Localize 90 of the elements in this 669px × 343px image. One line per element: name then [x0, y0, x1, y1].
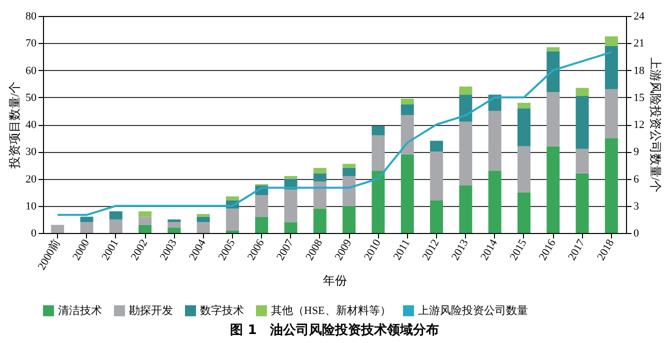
bar	[196, 222, 210, 233]
y2-tick-label: 6	[634, 173, 640, 186]
y2-tick-label: 18	[634, 64, 645, 77]
bar	[604, 138, 618, 233]
bar	[459, 94, 472, 122]
bar	[226, 230, 239, 233]
bar	[430, 152, 444, 200]
bar	[51, 224, 64, 233]
bar	[284, 176, 298, 179]
y-tick-label: 40	[26, 119, 37, 131]
bar	[459, 122, 472, 186]
y2-axis-title: 上游风险投资公司数量/个	[648, 57, 662, 193]
y2-tick-label: 12	[634, 119, 644, 131]
legend-label: 其他（HSE、新材料等）	[271, 304, 391, 317]
bar	[80, 222, 94, 233]
bar	[226, 208, 239, 230]
y2-tick-label: 15	[634, 92, 645, 104]
legend-label: 数字技术	[200, 304, 244, 317]
bar	[342, 176, 356, 206]
bar	[313, 208, 326, 233]
bar	[604, 89, 618, 138]
y-tick-label: 50	[26, 92, 37, 104]
bar	[138, 224, 152, 233]
bar	[546, 92, 560, 146]
bar	[226, 196, 239, 200]
y-tick-label: 60	[26, 64, 37, 77]
bar	[488, 170, 502, 233]
bar	[342, 168, 356, 176]
bar	[546, 51, 560, 92]
bar	[604, 46, 618, 90]
bar	[517, 102, 530, 108]
bar	[517, 192, 530, 233]
bar	[80, 216, 94, 222]
text: 图 1 油公司风险投资技术领域分布	[230, 323, 439, 338]
bar	[400, 154, 414, 233]
y-axis-title: 投资项目数量/个	[8, 81, 22, 170]
y2-tick-label: 24	[634, 10, 645, 22]
y-tick-label: 10	[26, 200, 37, 212]
bar	[313, 168, 326, 174]
bar	[517, 146, 530, 192]
y2-tick-label: 9	[634, 146, 640, 158]
bar	[168, 222, 181, 228]
bar	[168, 219, 181, 222]
bar	[284, 190, 298, 222]
bar	[604, 36, 618, 46]
bar	[576, 96, 589, 149]
bar	[576, 148, 589, 174]
bar	[196, 214, 210, 217]
bar	[546, 47, 560, 52]
bar	[138, 211, 152, 217]
bar	[313, 181, 326, 209]
legend-label: 勘探开发	[129, 304, 173, 317]
bar	[430, 140, 444, 152]
bar	[284, 222, 298, 233]
bar	[459, 86, 472, 95]
y-tick-label: 70	[26, 38, 37, 50]
y-tick-label: 0	[31, 228, 37, 240]
bar	[342, 164, 356, 168]
y-tick-label: 20	[26, 173, 37, 186]
bar	[342, 206, 356, 233]
bar	[255, 216, 268, 233]
bar	[576, 173, 589, 233]
y-tick-label: 30	[26, 146, 37, 158]
bar	[313, 173, 326, 182]
bar	[400, 115, 414, 154]
y2-tick-label: 21	[634, 38, 644, 50]
y2-tick-label: 3	[634, 200, 640, 212]
bar	[372, 170, 385, 233]
bar	[576, 88, 589, 96]
bar	[109, 211, 122, 220]
x-axis-title: 年份	[323, 274, 347, 288]
bar	[517, 108, 530, 146]
bar	[138, 216, 152, 225]
bar	[488, 110, 502, 171]
y-tick-label: 80	[26, 10, 37, 22]
bar	[430, 200, 444, 233]
line-series	[56, 51, 612, 216]
legend-label: 清洁技术	[58, 304, 102, 317]
bar	[168, 228, 181, 233]
bar	[196, 216, 210, 222]
bar	[109, 219, 122, 233]
bar	[459, 186, 472, 233]
legend-label: 上游风险投资公司数量	[418, 304, 528, 317]
bar	[546, 146, 560, 233]
bar	[255, 195, 268, 217]
y2-tick-label: 0	[634, 228, 640, 240]
bar	[372, 126, 385, 136]
bar	[400, 98, 414, 104]
bar	[372, 135, 385, 171]
bar	[400, 104, 414, 116]
